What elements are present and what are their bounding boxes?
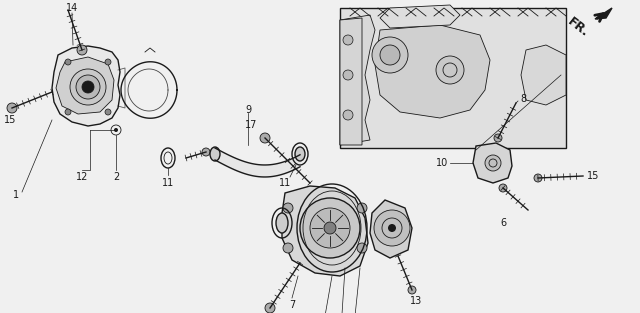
Circle shape (300, 198, 360, 258)
Circle shape (76, 75, 100, 99)
Circle shape (105, 59, 111, 65)
Polygon shape (370, 200, 412, 258)
Polygon shape (340, 15, 375, 145)
Circle shape (265, 303, 275, 313)
Circle shape (499, 184, 507, 192)
Polygon shape (521, 45, 566, 105)
Circle shape (283, 203, 293, 213)
Text: 15: 15 (4, 115, 16, 125)
Polygon shape (380, 5, 460, 28)
Circle shape (283, 243, 293, 253)
Circle shape (372, 37, 408, 73)
Circle shape (105, 109, 111, 115)
Text: 2: 2 (113, 172, 119, 182)
Text: 15: 15 (587, 171, 600, 181)
Circle shape (310, 208, 350, 248)
Text: 10: 10 (436, 158, 448, 168)
Polygon shape (595, 8, 612, 19)
Polygon shape (282, 186, 368, 276)
Circle shape (343, 35, 353, 45)
Circle shape (388, 224, 396, 232)
Circle shape (114, 128, 118, 132)
Circle shape (494, 134, 502, 142)
Ellipse shape (295, 147, 305, 161)
Text: 14: 14 (66, 3, 78, 13)
Circle shape (324, 222, 336, 234)
Polygon shape (56, 57, 114, 114)
Circle shape (408, 286, 416, 294)
Circle shape (343, 110, 353, 120)
Circle shape (7, 103, 17, 113)
Circle shape (65, 59, 71, 65)
Text: 11: 11 (279, 178, 291, 188)
Polygon shape (375, 25, 490, 118)
Text: 11: 11 (162, 178, 174, 188)
Bar (340, 8, 566, 148)
Circle shape (380, 45, 400, 65)
Circle shape (343, 70, 353, 80)
Ellipse shape (210, 147, 220, 161)
Text: 6: 6 (500, 218, 506, 228)
Text: 1: 1 (13, 190, 19, 200)
Text: 8: 8 (520, 94, 526, 104)
Polygon shape (473, 143, 512, 183)
Circle shape (534, 174, 542, 182)
Circle shape (77, 45, 87, 55)
Circle shape (202, 148, 210, 156)
Text: 17: 17 (244, 120, 257, 130)
Text: 9: 9 (245, 105, 251, 115)
Circle shape (357, 243, 367, 253)
Text: FR.: FR. (565, 15, 591, 39)
Circle shape (357, 203, 367, 213)
Circle shape (436, 56, 464, 84)
Polygon shape (52, 46, 120, 126)
Ellipse shape (276, 213, 288, 233)
Circle shape (260, 133, 270, 143)
Circle shape (485, 155, 501, 171)
Circle shape (65, 109, 71, 115)
Text: 13: 13 (410, 296, 422, 306)
Circle shape (70, 69, 106, 105)
Circle shape (82, 81, 94, 93)
Circle shape (374, 210, 410, 246)
Text: 7: 7 (289, 300, 295, 310)
Polygon shape (340, 18, 362, 145)
Text: 12: 12 (76, 172, 88, 182)
